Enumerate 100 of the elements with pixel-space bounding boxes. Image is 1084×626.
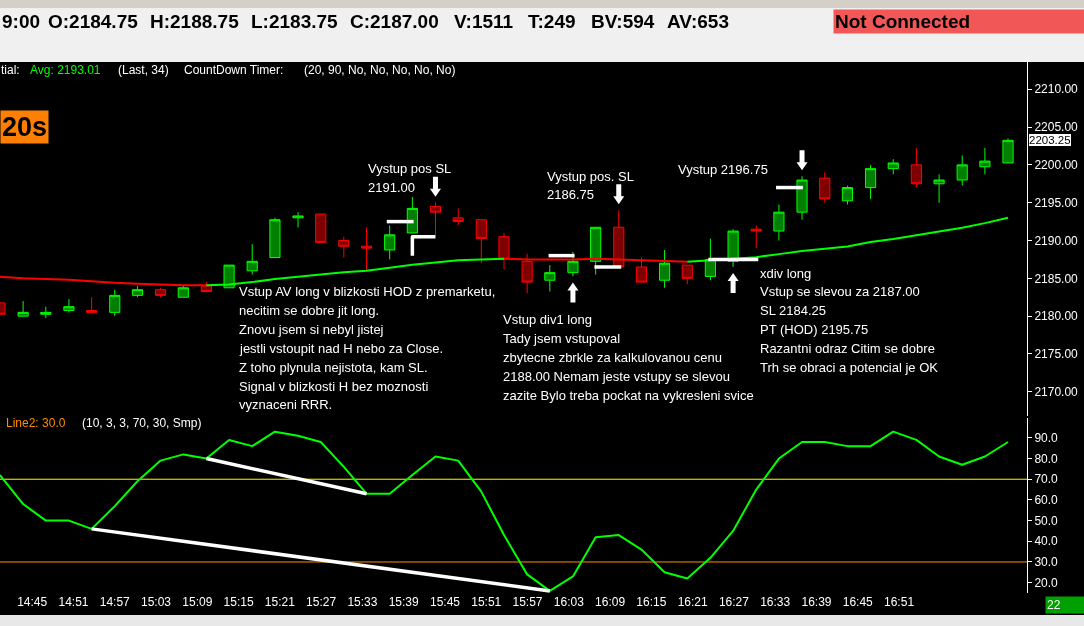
annotation: tial: <box>1 63 20 77</box>
y-tick-label: 2170.00 <box>1034 384 1079 399</box>
x-tick-label: 15:45 <box>429 595 461 609</box>
x-tick-label: 15:51 <box>471 595 502 609</box>
x-tick-label: 16:33 <box>760 595 791 609</box>
candlestick <box>841 185 854 206</box>
text: 22 <box>1047 598 1061 612</box>
candlestick <box>177 285 189 298</box>
candlestick <box>406 196 418 234</box>
y-tick-label: 2180.00 <box>1034 309 1079 324</box>
candlestick <box>292 211 304 228</box>
candlestick <box>40 306 52 319</box>
x-tick-label: 16:27 <box>718 595 750 609</box>
y-tick-label: 80.0 <box>1034 451 1059 466</box>
y-tick-label: 2190.00 <box>1034 233 1079 248</box>
annotation: xdiv long Vstup se slevou za 2187.00 SL 2184.25 PT (HOD) 2195.75 Razantni odraz Citim se dobre Trh se obraci a potencial je OK <box>760 266 939 375</box>
line-series <box>0 430 1010 592</box>
candlestick <box>109 289 121 317</box>
text: C:2187.00 <box>350 11 439 32</box>
y-tick-label: 2175.00 <box>1034 347 1079 362</box>
annotation: 2203.25 <box>1029 134 1071 146</box>
x-tick-label: 16:15 <box>636 595 667 609</box>
candlestick <box>887 158 899 175</box>
candlestick <box>658 249 671 289</box>
y-tick-label: 40.0 <box>1034 534 1059 549</box>
x-tick-label: 16:21 <box>677 595 708 609</box>
text: BV:594 <box>591 11 655 32</box>
y-tick-label: 2210.00 <box>1034 82 1079 97</box>
text: H:2188.75 <box>150 11 240 32</box>
y-tick-label: 2185.00 <box>1034 271 1079 286</box>
y-tick-label: 30.0 <box>1034 555 1059 570</box>
x-tick-label: 16:39 <box>801 595 832 609</box>
y-tick-label: 2205.00 <box>1034 120 1079 135</box>
x-tick-label: 15:27 <box>306 595 337 609</box>
annotation: Vystup 2196.75 <box>678 162 768 177</box>
candlestick <box>590 226 602 276</box>
x-tick-label: 15:33 <box>347 595 378 609</box>
x-tick-label: 16:45 <box>842 595 874 609</box>
y-tick-label: 70.0 <box>1034 472 1059 487</box>
candlestick <box>131 285 144 298</box>
y-tick-label: 20.0 <box>1034 575 1059 590</box>
x-tick-label: 15:09 <box>182 595 213 609</box>
candlestick <box>338 236 350 259</box>
annotation: Line2: 30.0 <box>6 416 66 430</box>
annotation: 20s <box>2 112 48 142</box>
annotation: (20, 90, No, No, No, No, No) <box>304 63 456 77</box>
x-tick-label: 15:39 <box>388 595 420 609</box>
candlestick <box>819 171 831 204</box>
candlestick <box>452 207 464 226</box>
annotation: (10, 3, 3, 70, 30, Smp) <box>82 416 202 430</box>
y-tick-label: 50.0 <box>1034 513 1059 528</box>
x-tick-label: 15:15 <box>223 595 254 609</box>
candlestick <box>17 300 29 317</box>
candlestick <box>567 251 579 277</box>
candlestick <box>154 287 167 298</box>
candlestick <box>773 204 785 242</box>
y-tick-label: 90.0 <box>1034 431 1059 446</box>
x-tick-label: 16:51 <box>884 595 915 609</box>
x-tick-label: 16:03 <box>553 595 585 609</box>
candlestick <box>475 219 487 264</box>
candlestick <box>360 226 373 272</box>
x-tick-label: 15:57 <box>512 595 543 609</box>
x-tick-label: 15:03 <box>141 595 172 609</box>
y-tick-label: 2200.00 <box>1034 158 1079 173</box>
candlestick <box>429 202 442 236</box>
candlestick <box>63 298 75 313</box>
x-tick-label: 15:21 <box>264 595 296 609</box>
y-tick-label: 60.0 <box>1034 493 1059 508</box>
text: AV:653 <box>667 11 729 32</box>
annotation: Vystup pos SL 2191.00 <box>368 161 452 195</box>
candlestick <box>544 264 556 293</box>
candlestick <box>86 296 98 313</box>
candlestick <box>750 224 762 249</box>
text: V:1511 <box>454 11 514 32</box>
x-tick-label: 14:45 <box>17 595 48 609</box>
candlestick <box>910 147 922 189</box>
annotation: Avg: 2193.01 <box>30 63 101 77</box>
candlestick <box>246 243 258 276</box>
annotation: Vstup AV long v blizkosti HOD z premarketu, necitim se dobre jit long. Znovu jsem si nebyl jistej jestli vstoupit nad H nebo za Close. Z toho plynula nejistota, kam SL. Signal v blizkosti H bez moznosti vyznaceni RRR. <box>239 284 496 412</box>
candlestick <box>315 213 327 243</box>
text: O:2184.75 <box>48 11 139 32</box>
candlestick <box>796 175 808 221</box>
text: 9:00 <box>2 11 41 32</box>
annotation: Vstup div1 long Tady jsem vstupoval zbytecne zbrkle za kalkulovanou cenu 2188.00 Nemam jeste vstupy se slevou zazite Bylo treba pockat na vykresleni svice <box>503 312 754 403</box>
candlestick <box>384 224 396 260</box>
text: T:249 <box>528 11 576 32</box>
annotation: (Last, 34) <box>118 63 169 77</box>
text: Not Connected <box>835 11 971 32</box>
candlestick <box>933 173 945 204</box>
x-tick-label: 14:51 <box>58 595 89 609</box>
candlestick <box>956 154 968 187</box>
candlestick <box>864 164 877 200</box>
x-tick-label: 14:57 <box>99 595 131 609</box>
candlestick <box>1002 137 1014 164</box>
y-tick-label: 2195.00 <box>1034 195 1079 210</box>
annotation: CountDown Timer: <box>184 63 284 77</box>
candlestick <box>979 147 991 175</box>
candlestick <box>269 217 281 259</box>
text: L:2183.75 <box>251 11 339 32</box>
x-tick-label: 16:09 <box>595 595 626 609</box>
